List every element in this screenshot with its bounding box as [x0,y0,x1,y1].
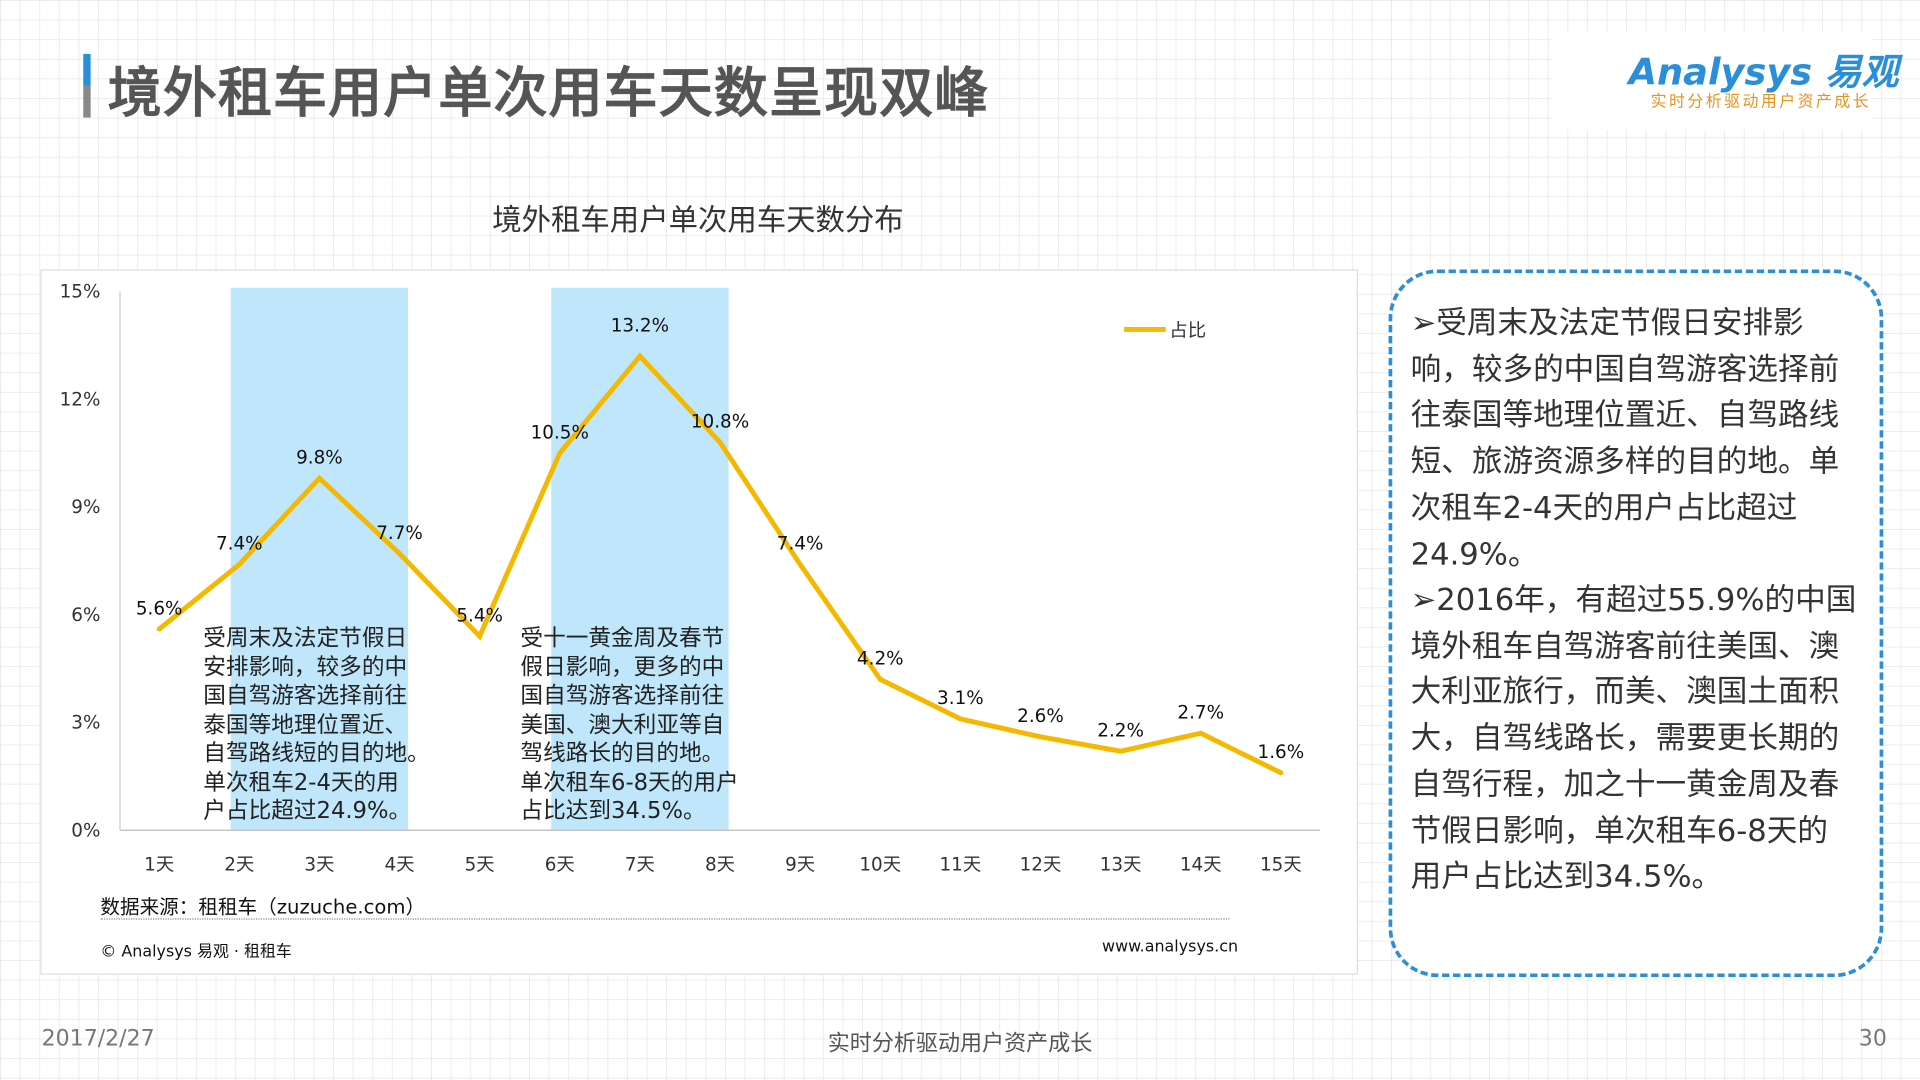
title-accent-bar [83,53,91,118]
data-point [477,633,483,639]
x-tick-label: 13天 [1100,855,1142,876]
y-tick-label: 0% [71,820,100,841]
data-label: 7.4% [777,534,824,555]
logo-text: Analysys 易观 [1628,51,1899,95]
highlight-band [551,287,729,831]
x-tick-label: 4天 [385,855,415,876]
annotation-peak-1: 受周末及法定节假日 安排影响，较多的中 国自驾游客选择前往 泰国等地理位置近、 … [203,625,430,825]
logo-tagline: 实时分析驱动用户资产成长 [1650,93,1872,112]
insight-bullet: ➢受周末及法定节假日安排影响，较多的中国自驾游客选择前往泰国等地理位置近、自驾路… [1410,304,1840,572]
page-number: 30 [1858,1026,1887,1052]
copyright: © Analysys 易观 · 租租车 [100,942,292,962]
x-tick-label: 11天 [940,855,982,876]
y-tick-label: 9% [71,497,100,518]
data-label: 10.5% [531,422,589,443]
data-label: 9.8% [296,448,343,469]
data-point [236,561,242,567]
data-label: 2.6% [1017,706,1064,727]
data-point [557,450,563,456]
footer-date: 2017/2/27 [41,1026,155,1052]
x-tick-label: 7天 [625,855,655,876]
data-point [1118,748,1124,754]
legend-label: 占比 [1169,321,1206,342]
data-label: 1.6% [1258,742,1305,763]
line-chart: 0% 3% 6% 9% 12% 15% 1天 2天 3天 4天 5天 6天 7天 8天 9天 10天 11天 12… [60,282,1321,876]
x-tick-label: 9天 [785,855,815,876]
data-label: 10.8% [691,412,749,433]
data-point [156,626,162,632]
insight-box [1388,269,1884,978]
data-label: 3.1% [937,688,984,709]
chart-title: 境外租车用户单次用车天数分布 [492,203,904,238]
x-tick-label: 1天 [144,855,174,876]
arrow-bullet-icon: ➢ [1410,581,1437,618]
footer-slogan: 实时分析驱动用户资产成长 [827,1031,1093,1057]
x-tick-label: 15天 [1260,855,1302,876]
divider [100,918,1230,920]
x-tick-label: 14天 [1180,855,1222,876]
data-point [1038,734,1043,740]
data-label: 4.2% [857,649,904,670]
data-point [877,676,883,682]
data-label: 2.2% [1097,720,1144,741]
x-tick-label: 10天 [859,855,901,876]
data-point [397,551,402,557]
data-label: 5.6% [136,598,183,619]
x-tick-label: 8天 [705,855,735,876]
data-point [717,439,723,445]
data-point [1278,770,1284,776]
annotation-peak-2: 受十一黄金周及春节 假日影响，更多的中 国自驾游客选择前往 美国、澳大利亚等自 … [520,625,739,825]
data-label: 7.4% [216,534,263,555]
data-point [797,561,803,567]
y-tick-label: 15% [60,282,101,303]
x-tick-label: 3天 [304,855,334,876]
data-point [957,716,963,722]
data-source: 数据来源：租租车（zuzuche.com） [100,895,426,919]
y-tick-label: 3% [71,713,100,734]
website-link[interactable]: www.analysys.cn [1102,937,1239,957]
x-tick-label: 5天 [465,855,495,876]
data-point [316,475,322,481]
data-label: 2.7% [1177,703,1224,724]
highlight-band [230,287,409,831]
page-title: 境外租车用户单次用车天数呈现双峰 [107,62,990,125]
data-point [637,353,643,359]
y-tick-label: 12% [60,389,101,410]
insight-bullet: ➢2016年，有超过55.9%的中国境外租车自驾游客前往美国、澳大利亚旅行，而美… [1410,581,1857,895]
x-tick-label: 2天 [224,855,254,876]
y-tick-label: 6% [71,605,100,626]
data-label: 7.7% [376,523,423,544]
arrow-bullet-icon: ➢ [1410,304,1437,341]
x-tick-label: 6天 [545,855,575,876]
data-label: 5.4% [456,606,503,627]
x-tick-label: 12天 [1020,855,1062,876]
data-point [1198,730,1204,736]
data-label: 13.2% [611,316,669,337]
logo [1552,31,1872,130]
